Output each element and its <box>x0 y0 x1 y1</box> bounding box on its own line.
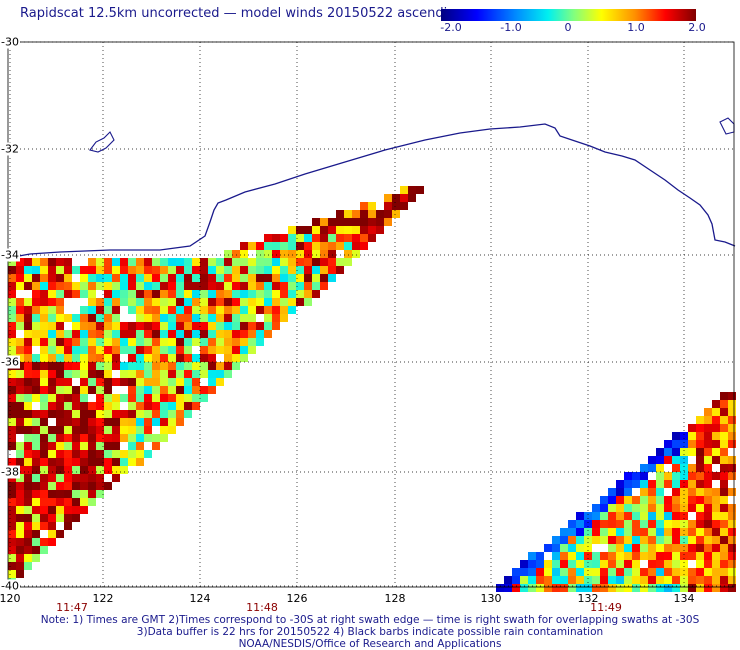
note-line-3: NOAA/NESDIS/Office of Research and Appli… <box>238 638 502 650</box>
lon-label: 120 <box>0 592 21 605</box>
lat-label: -32 <box>0 142 20 156</box>
lon-label: 128 <box>384 592 406 605</box>
lat-label: -38 <box>0 465 20 479</box>
colorbar <box>441 9 696 21</box>
map-frame <box>7 41 735 588</box>
lat-label: -34 <box>0 248 20 262</box>
colorbar-label: 2.0 <box>688 21 706 34</box>
lon-label: 122 <box>92 592 114 605</box>
note-line-1: Note: 1) Times are GMT 2)Times correspon… <box>40 614 700 626</box>
lon-label: 126 <box>286 592 308 605</box>
lat-label: -30 <box>0 35 20 49</box>
colorbar-label: -2.0 <box>440 21 462 34</box>
time-label: 11:47 <box>56 601 88 614</box>
map-title: Rapidscat 12.5km uncorrected — model win… <box>20 6 464 21</box>
lat-label: -36 <box>0 355 20 369</box>
time-label: 11:48 <box>246 601 278 614</box>
note-line-2: 3)Data buffer is 22 hrs for 20150522 4) … <box>136 626 604 638</box>
lon-label: 124 <box>189 592 211 605</box>
lon-label: 134 <box>673 592 695 605</box>
lon-label: 132 <box>577 592 599 605</box>
wind-cells <box>8 186 736 592</box>
colorbar-label: 1.0 <box>627 21 645 34</box>
colorbar-label: 0 <box>564 21 572 34</box>
lat-label: -40 <box>0 579 20 593</box>
lon-label: 130 <box>480 592 502 605</box>
coastline <box>7 123 736 259</box>
coastline-islands <box>89 117 735 153</box>
colorbar-label: -1.0 <box>500 21 522 34</box>
time-label: 11:49 <box>590 601 622 614</box>
